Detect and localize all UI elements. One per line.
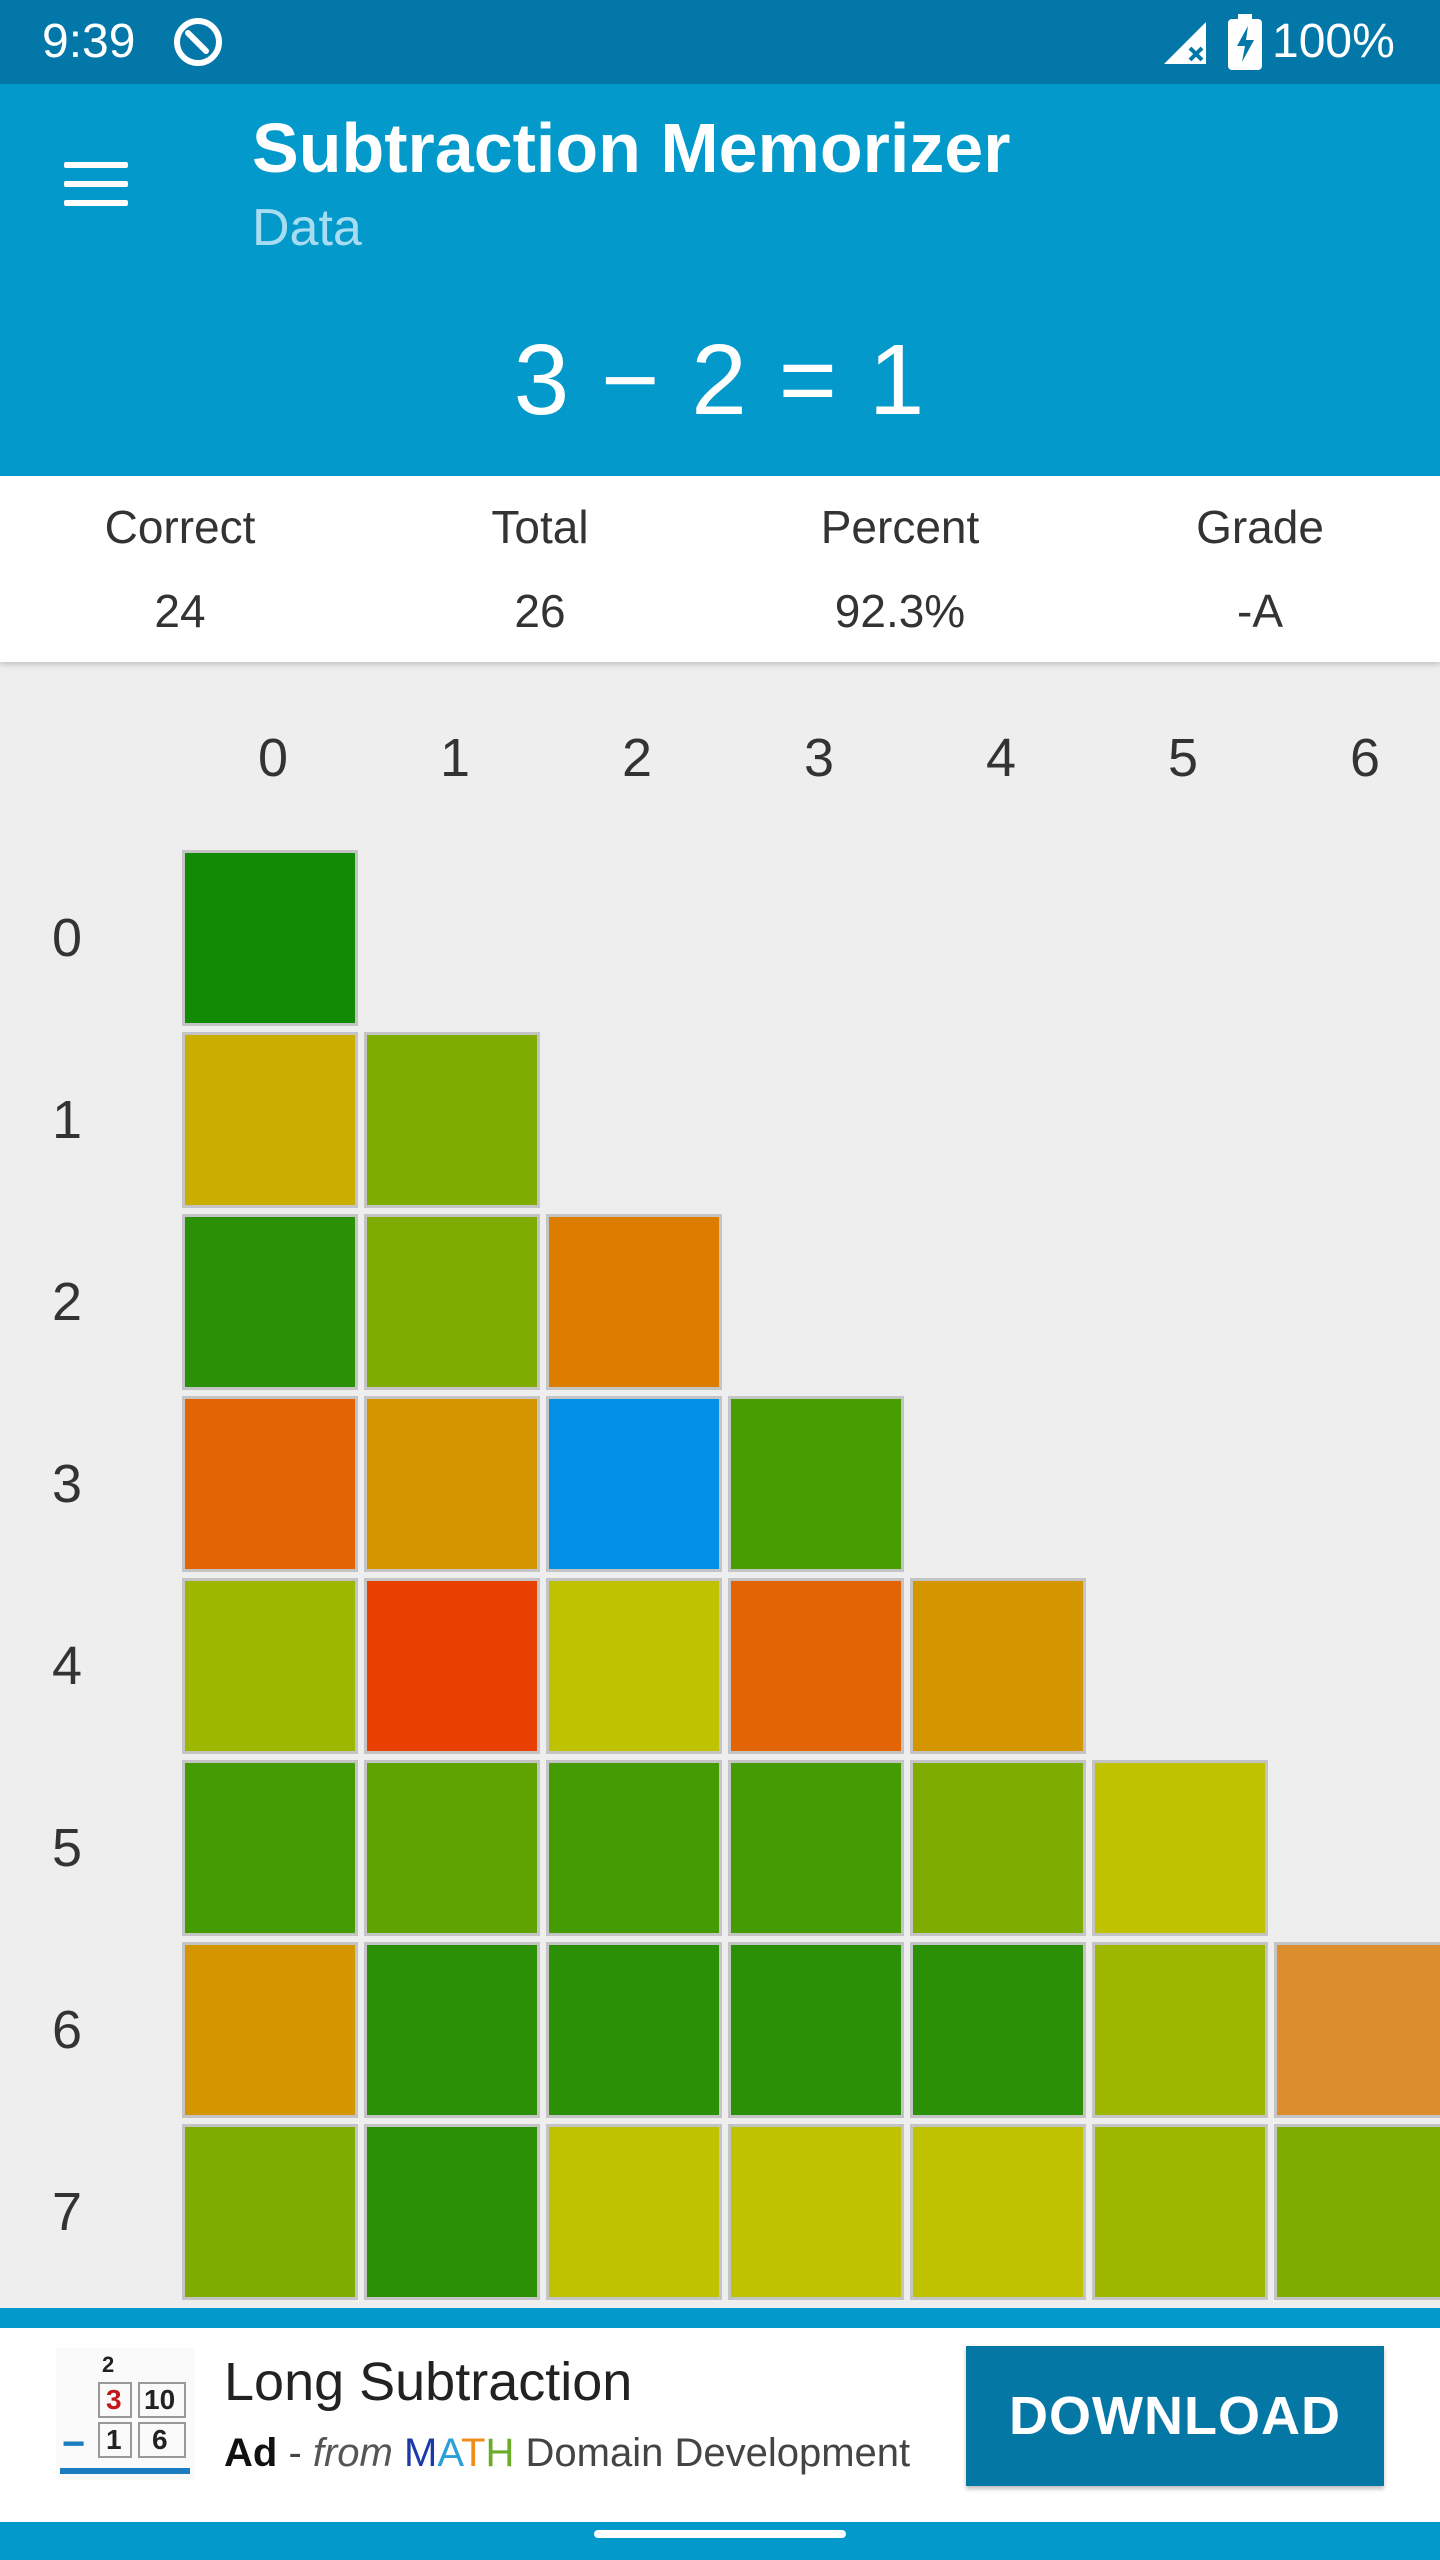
grid-cell[interactable] xyxy=(728,1760,904,1936)
grid-cell[interactable] xyxy=(546,2124,722,2300)
logo-digit: 10 xyxy=(144,2384,176,2415)
row-header: 7 xyxy=(52,2182,83,2242)
grid-cell[interactable] xyxy=(182,1578,358,1754)
grid-cell[interactable] xyxy=(910,2124,1086,2300)
grid-cell[interactable] xyxy=(364,1032,540,1208)
ad-brand-letter: A xyxy=(437,2431,462,2475)
grid-cell[interactable] xyxy=(364,1214,540,1390)
ad-byline: Ad - from MATH Domain Development xyxy=(224,2428,910,2478)
stat-label: Percent xyxy=(820,501,980,553)
row-header: 2 xyxy=(52,1272,83,1332)
app-bar: Subtraction Memorizer Data xyxy=(0,84,1440,280)
stats-panel: Correct 24 Total 26 Percent 92.3% Grade … xyxy=(0,476,1440,662)
grid-cell[interactable] xyxy=(364,1578,540,1754)
stat-label: Correct xyxy=(104,501,256,553)
ad-brand-word: Domain xyxy=(525,2431,664,2475)
logo-digit: − xyxy=(62,2422,86,2466)
grid-cell[interactable] xyxy=(364,1760,540,1936)
grid-cell[interactable] xyxy=(910,1942,1086,2118)
grid-cell[interactable] xyxy=(728,1578,904,1754)
logo-digit: 6 xyxy=(152,2424,168,2455)
grid-cell[interactable] xyxy=(364,2124,540,2300)
column-header: 0 xyxy=(257,728,289,788)
grid-cell[interactable] xyxy=(910,1760,1086,1936)
ad-brand-word: Development xyxy=(674,2431,911,2475)
ad-app-logo: 2 3 10 − 1 6 xyxy=(56,2348,194,2480)
ad-brand-name: MATH xyxy=(404,2431,514,2475)
column-header: 2 xyxy=(621,728,653,788)
ad-tag: Ad xyxy=(224,2431,278,2475)
grid-cell[interactable] xyxy=(182,1942,358,2118)
ad-divider xyxy=(0,2308,1440,2328)
ad-from: from xyxy=(312,2431,393,2475)
stat-value: 92.3% xyxy=(834,585,966,637)
stat-value: 24 xyxy=(154,585,206,637)
fact-grid: 0 1 2 3 4 5 6 0 1 2 3 4 5 6 7 xyxy=(0,662,1440,2308)
row-header: 6 xyxy=(52,2000,83,2060)
grid-cell[interactable] xyxy=(728,1942,904,2118)
grid-cell[interactable] xyxy=(1092,2124,1268,2300)
app-notification-icon xyxy=(174,18,222,66)
row-header: 1 xyxy=(52,1090,83,1150)
grid-cell[interactable] xyxy=(364,1942,540,2118)
row-header: 5 xyxy=(52,1818,83,1878)
grid-cell[interactable] xyxy=(1274,1942,1440,2118)
grid-cell[interactable] xyxy=(1274,2124,1440,2300)
battery-percent: 100% xyxy=(1272,15,1395,68)
equation-text: 3 − 2 = 1 xyxy=(513,324,927,436)
grid-cell[interactable] xyxy=(182,1214,358,1390)
column-header: 1 xyxy=(439,728,471,788)
stat-value: -A xyxy=(1237,585,1283,637)
grid-cell[interactable] xyxy=(910,1578,1086,1754)
stat-label: Total xyxy=(491,501,589,553)
ad-title: Long Subtraction xyxy=(224,2352,633,2412)
grid-cell[interactable] xyxy=(728,1396,904,1572)
gesture-handle[interactable] xyxy=(594,2530,846,2538)
logo-digit: 2 xyxy=(102,2352,115,2377)
download-button[interactable]: DOWNLOAD xyxy=(966,2346,1384,2486)
navigation-bar xyxy=(0,2522,1440,2560)
ad-brand-letter: H xyxy=(485,2431,515,2475)
grid-cell[interactable] xyxy=(182,850,358,1026)
row-header: 0 xyxy=(52,908,83,968)
ad-brand-letter: M xyxy=(404,2431,438,2475)
signal-icon xyxy=(1164,22,1206,64)
grid-cell[interactable] xyxy=(182,2124,358,2300)
row-header: 4 xyxy=(52,1636,83,1696)
ad-banner[interactable]: 2 3 10 − 1 6 Long Subtraction Ad - from … xyxy=(0,2328,1440,2552)
column-header: 5 xyxy=(1167,728,1199,788)
grid-cell[interactable] xyxy=(1092,1760,1268,1936)
grid-cell[interactable] xyxy=(1092,1942,1268,2118)
ad-brand-letter: T xyxy=(461,2431,486,2475)
stat-label: Grade xyxy=(1196,501,1324,553)
menu-icon[interactable] xyxy=(58,152,138,216)
status-bar: 9:39 100% xyxy=(0,0,1440,84)
ad-separator: - xyxy=(277,2431,313,2475)
app-title: Subtraction Memorizer xyxy=(252,109,1011,187)
logo-digit: 1 xyxy=(106,2424,122,2455)
grid-cell[interactable] xyxy=(546,1396,722,1572)
stat-value: 26 xyxy=(514,585,566,637)
grid-cell[interactable] xyxy=(546,1578,722,1754)
grid-cell[interactable] xyxy=(182,1396,358,1572)
grid-cell[interactable] xyxy=(728,2124,904,2300)
battery-charging-icon xyxy=(1228,14,1262,70)
grid-cell[interactable] xyxy=(182,1032,358,1208)
equation-banner: 3 − 2 = 1 xyxy=(0,280,1440,476)
status-time: 9:39 xyxy=(42,15,136,68)
app-subtitle: Data xyxy=(252,199,362,257)
logo-digit: 3 xyxy=(106,2384,122,2415)
grid-cell[interactable] xyxy=(546,1760,722,1936)
grid-cell[interactable] xyxy=(546,1214,722,1390)
column-header: 4 xyxy=(985,728,1017,788)
column-header: 6 xyxy=(1349,728,1381,788)
grid-cell[interactable] xyxy=(546,1942,722,2118)
column-header: 3 xyxy=(803,728,835,788)
row-header: 3 xyxy=(52,1454,83,1514)
grid-cell[interactable] xyxy=(182,1760,358,1936)
grid-cell[interactable] xyxy=(364,1396,540,1572)
